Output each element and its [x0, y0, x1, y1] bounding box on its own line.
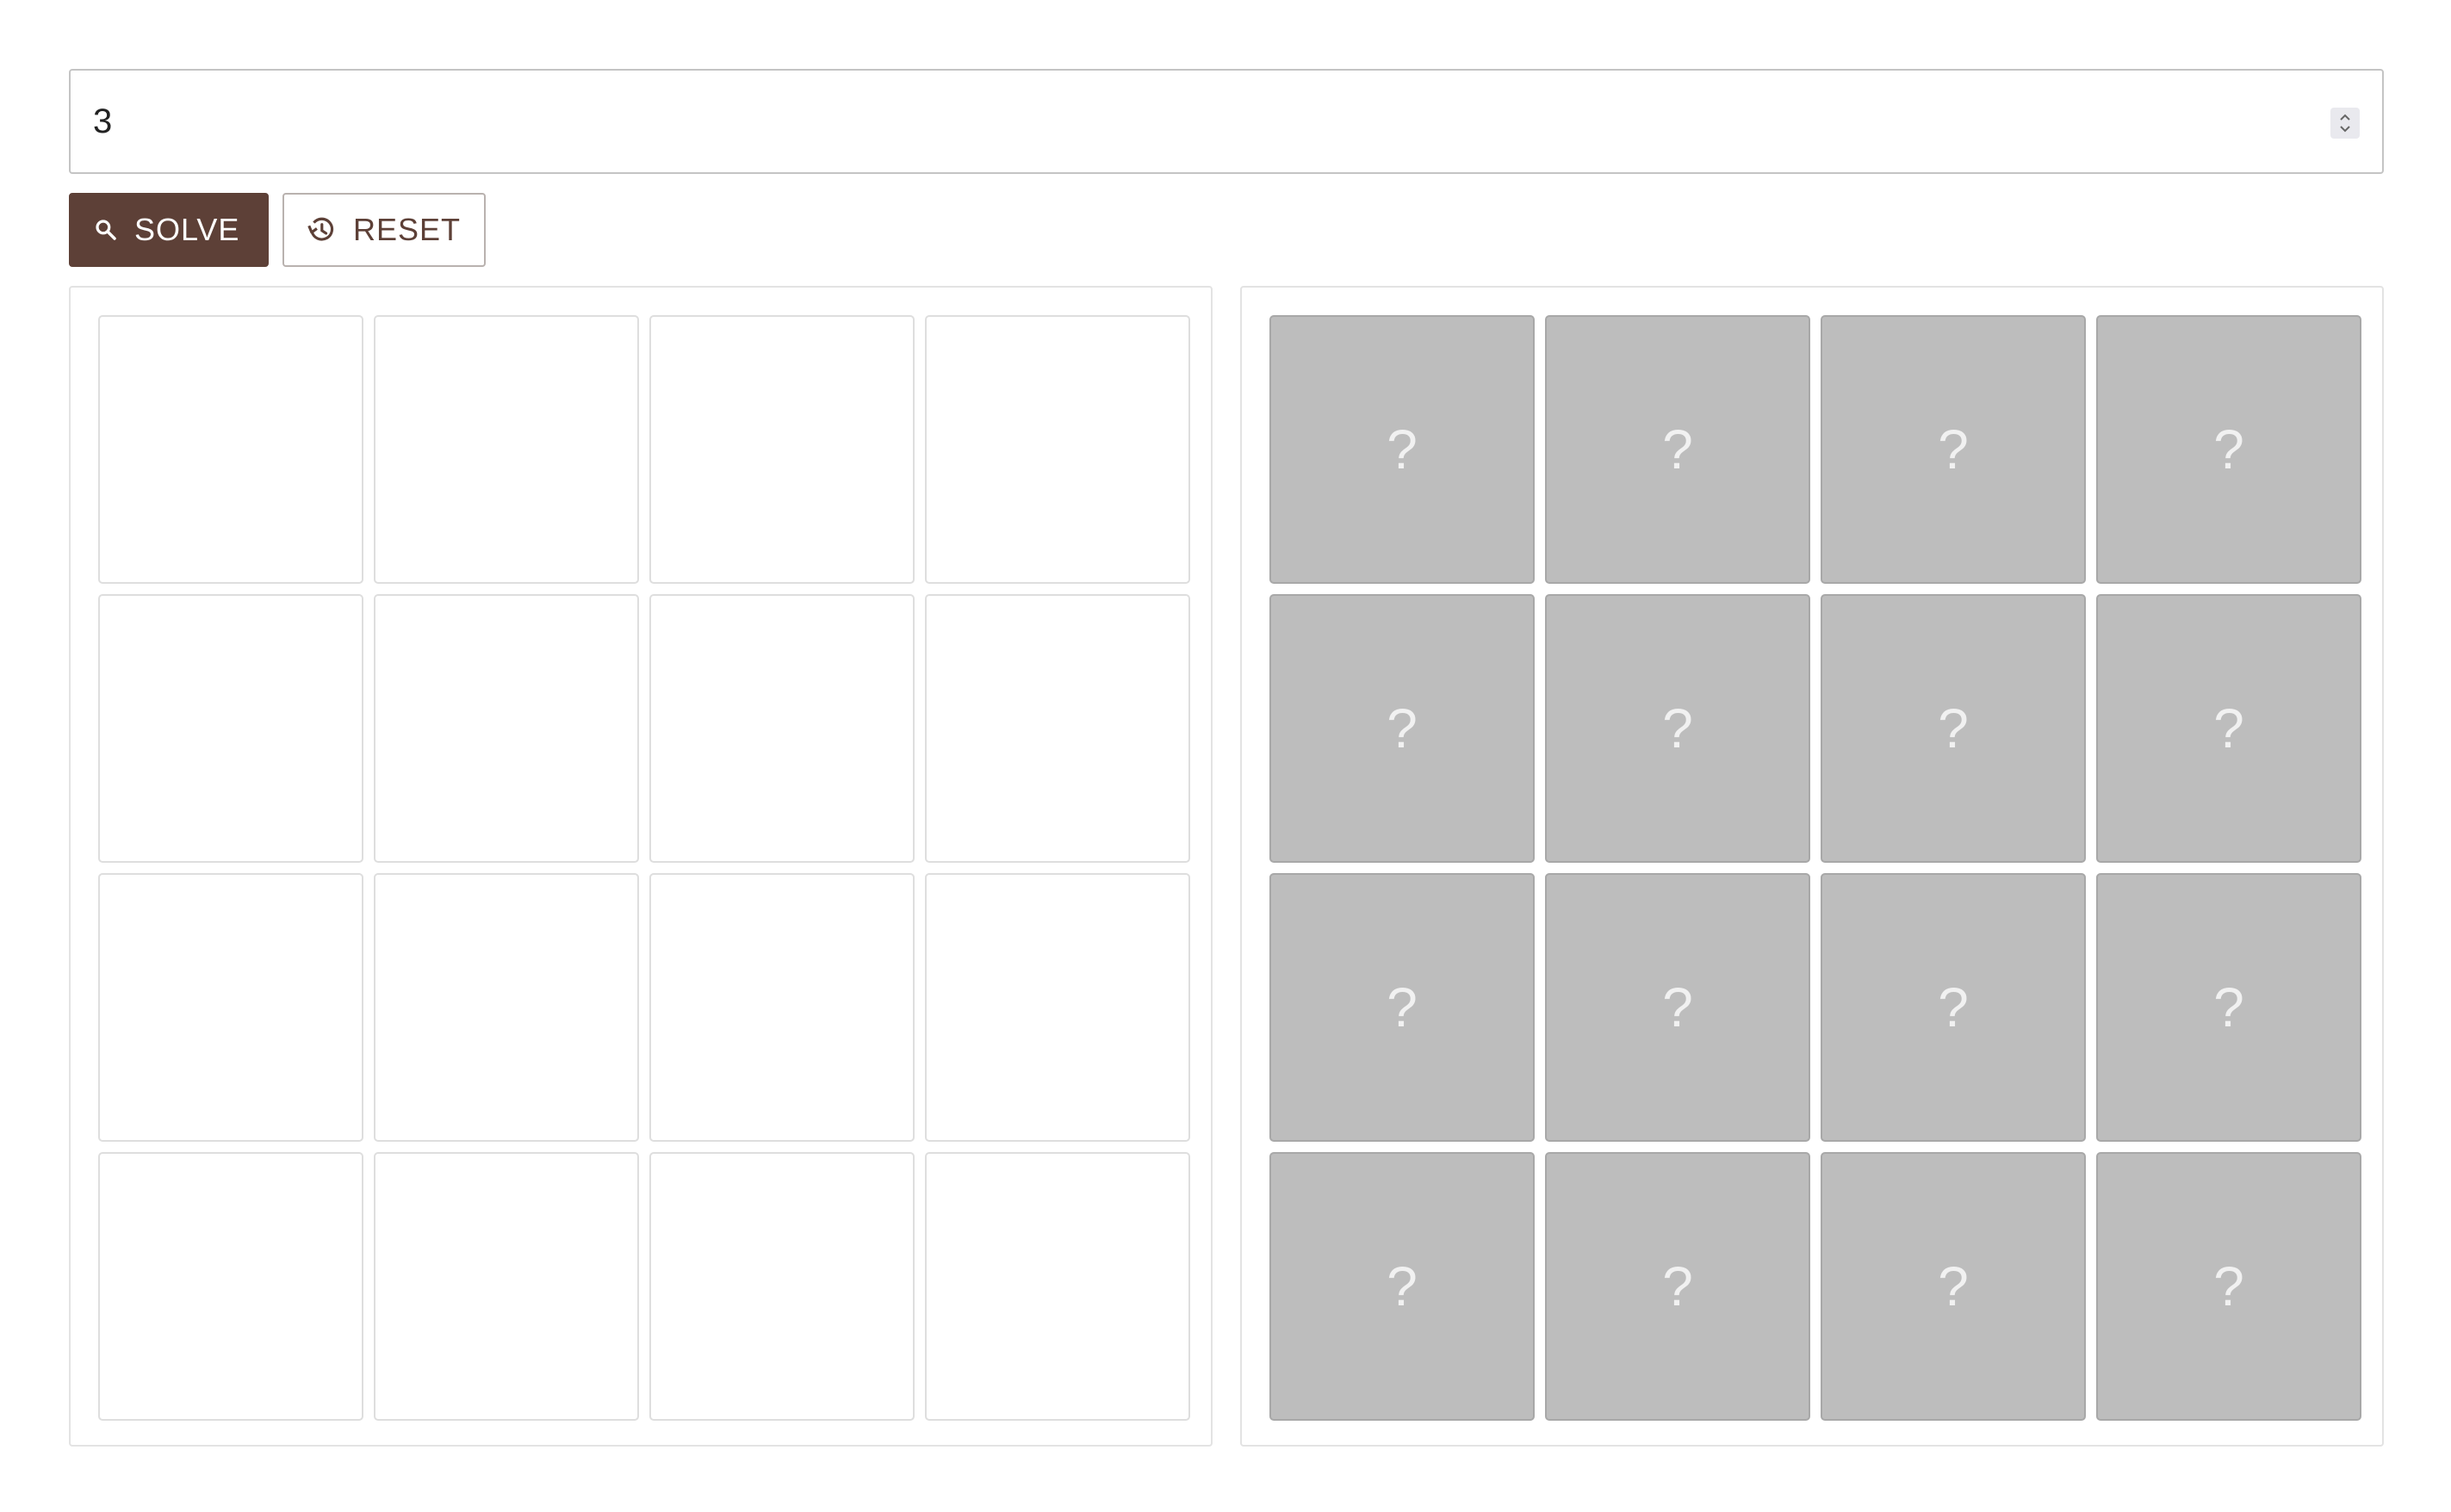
solve-button-label: SOLVE	[134, 212, 240, 247]
input-cell[interactable]	[649, 873, 915, 1142]
hidden-tile: ?	[1545, 594, 1810, 863]
input-grid	[98, 315, 1211, 1421]
toolbar: SOLVE RESET	[69, 193, 2384, 267]
reset-button-label: RESET	[353, 212, 462, 247]
hidden-tile: ?	[1821, 315, 2086, 584]
solve-button[interactable]: SOLVE	[69, 193, 269, 267]
history-icon	[305, 214, 338, 246]
input-cell[interactable]	[374, 873, 639, 1142]
hidden-tile: ?	[1545, 873, 1810, 1142]
input-cell[interactable]	[925, 594, 1190, 863]
hidden-tile: ?	[1545, 1152, 1810, 1421]
number-field[interactable]	[69, 69, 2384, 174]
hidden-tile: ?	[2096, 315, 2361, 584]
result-panel: ? ? ? ? ? ? ? ? ? ? ? ? ? ? ? ?	[1240, 286, 2384, 1447]
hidden-tile: ?	[2096, 1152, 2361, 1421]
input-cell[interactable]	[925, 1152, 1190, 1421]
input-cell[interactable]	[98, 594, 363, 863]
hidden-tile: ?	[2096, 873, 2361, 1142]
hidden-tile: ?	[1821, 594, 2086, 863]
input-cell[interactable]	[374, 594, 639, 863]
input-cell[interactable]	[374, 1152, 639, 1421]
number-input[interactable]	[71, 71, 2382, 172]
reset-button[interactable]: RESET	[282, 193, 486, 267]
hidden-tile: ?	[1545, 315, 1810, 584]
app: SOLVE RESET	[69, 69, 2384, 1447]
number-spinner[interactable]	[2330, 108, 2360, 139]
input-cell[interactable]	[925, 315, 1190, 584]
hidden-tile: ?	[1269, 594, 1535, 863]
input-panel	[69, 286, 1213, 1447]
input-cell[interactable]	[649, 594, 915, 863]
chevron-up-down-icon	[2340, 114, 2350, 133]
panels: ? ? ? ? ? ? ? ? ? ? ? ? ? ? ? ?	[69, 286, 2384, 1447]
input-cell[interactable]	[98, 873, 363, 1142]
search-icon	[93, 217, 119, 243]
input-cell[interactable]	[98, 315, 363, 584]
hidden-tile: ?	[1269, 873, 1535, 1142]
input-cell[interactable]	[649, 315, 915, 584]
hidden-tile: ?	[1821, 873, 2086, 1142]
input-cell[interactable]	[649, 1152, 915, 1421]
hidden-tile: ?	[2096, 594, 2361, 863]
input-cell[interactable]	[925, 873, 1190, 1142]
input-cell[interactable]	[374, 315, 639, 584]
hidden-tile: ?	[1821, 1152, 2086, 1421]
hidden-tile: ?	[1269, 1152, 1535, 1421]
hidden-tile: ?	[1269, 315, 1535, 584]
result-grid: ? ? ? ? ? ? ? ? ? ? ? ? ? ? ? ?	[1269, 315, 2382, 1421]
input-cell[interactable]	[98, 1152, 363, 1421]
